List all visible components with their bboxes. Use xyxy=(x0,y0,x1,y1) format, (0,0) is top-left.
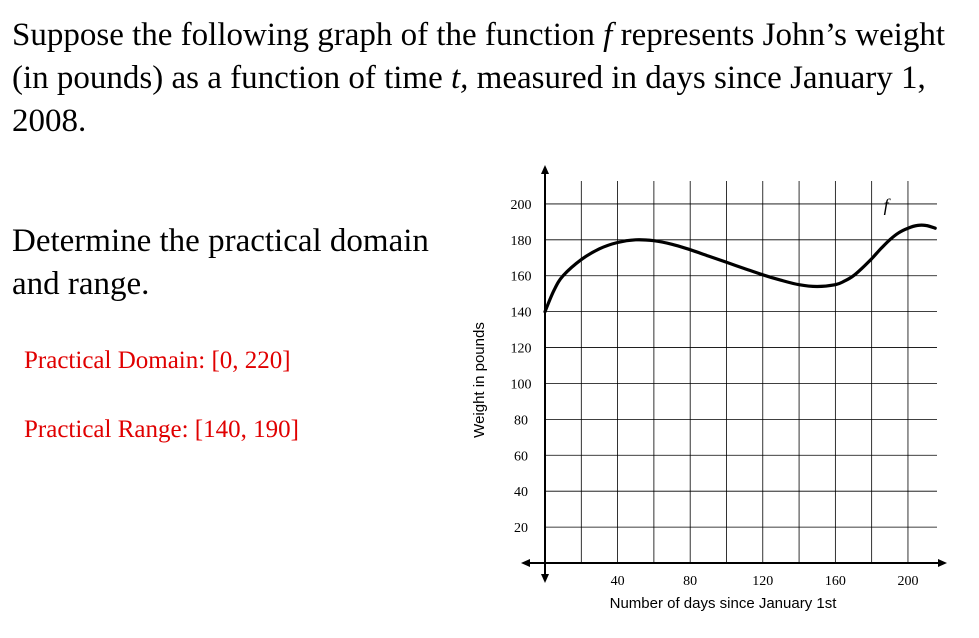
y-tick-label: 80 xyxy=(514,413,528,428)
x-tick-label: 120 xyxy=(752,574,773,589)
x-axis-arrow-left-icon xyxy=(521,559,530,567)
y-tick-label: 100 xyxy=(511,377,532,392)
chart-series: f xyxy=(543,195,937,314)
intro-part3: measured in days since January 1, 2008. xyxy=(12,60,926,139)
x-axis-arrow-right-icon xyxy=(938,559,947,567)
y-tick-label: 160 xyxy=(511,270,532,285)
y-tick-label: 180 xyxy=(511,234,532,249)
intro-function-name: f xyxy=(603,17,613,53)
practical-domain-answer: Practical Domain: [0, 220] xyxy=(24,347,291,374)
chart-axes xyxy=(521,165,947,583)
x-tick-label: 40 xyxy=(611,574,625,589)
chart-tick-labels: 40 80 120 160 200 20 40 60 80 100 120 140 160 180 200 xyxy=(511,198,919,589)
intro-text: Suppose the following graph of the funct… xyxy=(12,14,972,143)
y-tick-label: 20 xyxy=(514,521,528,536)
x-tick-label: 80 xyxy=(683,574,697,589)
x-tick-label: 200 xyxy=(897,574,918,589)
series-label-f: f xyxy=(884,195,892,215)
y-tick-label: 120 xyxy=(511,342,532,357)
x-axis-title: Number of days since January 1st xyxy=(610,595,838,612)
y-axis-arrow-up-icon xyxy=(541,165,549,174)
chart-grid xyxy=(545,181,937,563)
intro-part1: Suppose the following graph of the funct… xyxy=(12,17,604,53)
intro-variable: t, xyxy=(451,60,469,96)
practical-range-answer: Practical Range: [140, 190] xyxy=(24,416,299,443)
y-tick-label: 60 xyxy=(514,449,528,464)
y-tick-label: 140 xyxy=(511,306,532,321)
y-axis-arrow-down-icon xyxy=(541,574,549,583)
y-tick-label: 200 xyxy=(511,198,532,213)
intro-part2: represents John’s weight (in pounds) as … xyxy=(12,17,946,96)
y-tick-label: 40 xyxy=(514,485,528,500)
x-tick-label: 160 xyxy=(825,574,846,589)
series-line-f xyxy=(543,223,937,314)
question-text: Determine the practical domain and range… xyxy=(12,223,429,302)
y-axis-title: Weight in pounds xyxy=(471,322,488,438)
